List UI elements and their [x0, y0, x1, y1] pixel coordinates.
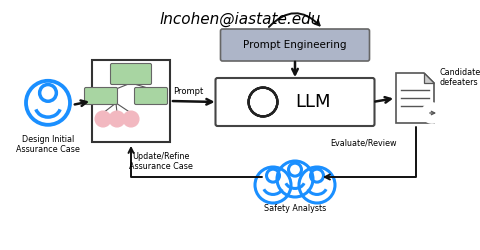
Text: Update/Refine
Assurance Case: Update/Refine Assurance Case [129, 152, 193, 172]
FancyBboxPatch shape [84, 88, 118, 104]
Polygon shape [396, 73, 434, 123]
Circle shape [95, 111, 111, 127]
Text: lncohen@iastate.edu: lncohen@iastate.edu [159, 12, 321, 27]
Circle shape [109, 111, 125, 127]
Text: Safety Analysts: Safety Analysts [264, 204, 326, 213]
Polygon shape [92, 60, 170, 142]
FancyBboxPatch shape [220, 29, 370, 61]
FancyBboxPatch shape [110, 64, 152, 84]
Text: LLM: LLM [295, 93, 331, 111]
Text: Prompt Engineering: Prompt Engineering [243, 40, 347, 50]
Polygon shape [424, 73, 434, 83]
Circle shape [422, 103, 442, 123]
Circle shape [123, 111, 139, 127]
FancyBboxPatch shape [216, 78, 374, 126]
Text: Evaluate/Review: Evaluate/Review [331, 138, 397, 147]
Text: Design Initial
Assurance Case: Design Initial Assurance Case [16, 135, 80, 154]
Text: Candidate
defeaters: Candidate defeaters [440, 68, 480, 87]
FancyBboxPatch shape [134, 88, 168, 104]
Text: Prompt: Prompt [173, 87, 203, 96]
